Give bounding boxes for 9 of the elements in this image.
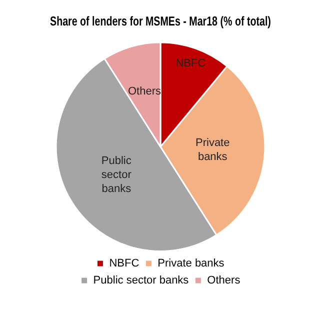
slice-label: Public sector banks	[101, 154, 132, 195]
legend-label: Others	[207, 274, 241, 287]
slice-label: Others	[128, 86, 162, 98]
legend-label: Public sector banks	[93, 274, 190, 287]
chart-title: Share of lenders for MSMEs - Mar18 (% of total)	[50, 15, 272, 29]
legend-label: Private banks	[158, 258, 225, 270]
slice-label: NBFC	[176, 57, 206, 70]
legend-label: NBFC	[109, 258, 140, 270]
slice-label: Private banks	[195, 137, 230, 164]
